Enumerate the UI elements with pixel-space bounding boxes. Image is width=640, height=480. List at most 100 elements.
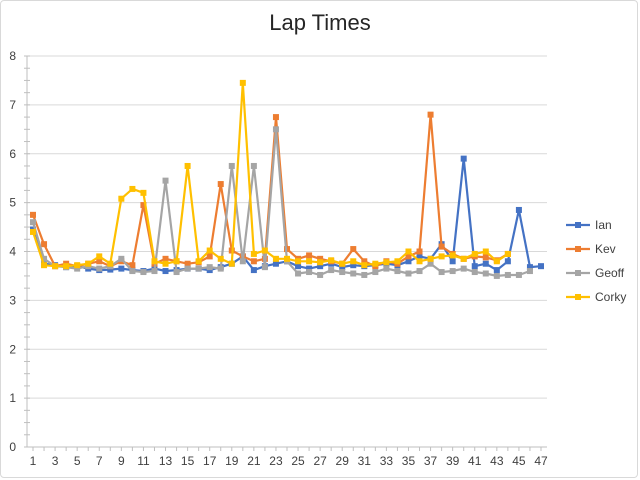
data-point: [339, 260, 346, 267]
data-point: [339, 269, 346, 276]
data-point: [74, 265, 81, 272]
data-point: [471, 269, 478, 276]
data-point: [306, 269, 313, 276]
data-point: [206, 264, 213, 271]
data-point: [372, 269, 379, 276]
data-point: [30, 211, 36, 218]
data-point: [460, 265, 467, 272]
data-point: [482, 260, 489, 267]
y-tick-label: 4: [9, 245, 16, 259]
data-point: [206, 253, 213, 260]
data-point: [449, 258, 456, 265]
data-point: [250, 267, 257, 274]
x-tick-label: 35: [402, 454, 416, 468]
data-point: [184, 162, 191, 169]
legend-label: Kev: [595, 242, 616, 256]
data-point: [295, 258, 302, 265]
data-point: [350, 258, 357, 265]
data-point: [493, 258, 500, 265]
data-point: [96, 258, 103, 265]
legend: Ian Kev Geoff Corky: [566, 218, 626, 304]
data-point: [482, 254, 489, 261]
legend-item-corky: Corky: [566, 290, 626, 304]
data-point: [41, 241, 48, 248]
data-point: [306, 258, 313, 265]
data-point: [52, 263, 59, 270]
data-point: [449, 252, 456, 259]
data-point: [416, 268, 423, 275]
x-tick-label: 47: [534, 454, 548, 468]
data-point: [85, 260, 92, 267]
data-point: [217, 255, 224, 262]
data-point: [438, 243, 445, 250]
x-tick-label: 39: [446, 454, 460, 468]
data-point: [162, 260, 169, 267]
data-point: [361, 271, 368, 278]
data-point: [206, 247, 213, 254]
data-point: [394, 268, 401, 275]
series-geoff: [30, 126, 533, 279]
data-point: [405, 253, 412, 260]
legend-label: Geoff: [595, 266, 625, 280]
gridlines: [27, 55, 547, 399]
data-point: [328, 267, 335, 274]
data-point: [118, 255, 125, 262]
x-tick-label: 43: [490, 454, 504, 468]
data-point: [118, 195, 125, 202]
data-point: [261, 247, 268, 254]
data-point: [195, 258, 202, 265]
data-point: [427, 260, 434, 267]
x-tick-label: 37: [424, 454, 438, 468]
data-point: [30, 228, 36, 235]
y-tick-label: 2: [9, 342, 16, 356]
y-tick-label: 0: [9, 440, 16, 454]
data-point: [471, 250, 478, 257]
data-point: [405, 248, 412, 255]
chart-title: Lap Times: [269, 10, 371, 35]
data-point: [140, 202, 147, 209]
x-tick-label: 1: [30, 454, 37, 468]
x-tick-label: 15: [181, 454, 195, 468]
data-point: [482, 248, 489, 255]
data-point: [504, 258, 511, 265]
data-point: [295, 263, 302, 270]
data-point: [427, 111, 434, 118]
data-point: [405, 270, 412, 277]
data-point: [350, 270, 357, 277]
data-point: [504, 250, 511, 257]
data-point: [184, 260, 191, 267]
data-point: [140, 269, 147, 276]
x-tick-label: 41: [468, 454, 482, 468]
x-tick-label: 11: [137, 454, 150, 468]
data-point: [129, 185, 136, 192]
x-tick-label: 17: [203, 454, 217, 468]
data-point: [272, 255, 279, 262]
y-tick-label: 5: [9, 196, 16, 210]
data-point: [515, 206, 522, 213]
data-point: [383, 265, 390, 272]
data-point: [151, 258, 158, 265]
legend-marker: [575, 270, 581, 276]
legend-marker: [575, 294, 581, 300]
data-point: [394, 258, 401, 265]
data-point: [504, 271, 511, 278]
y-tick-label: 1: [9, 391, 16, 405]
data-point: [162, 177, 169, 184]
data-point: [328, 257, 335, 264]
data-point: [41, 262, 48, 269]
series-lines: [30, 79, 544, 279]
x-tick-label: 33: [380, 454, 394, 468]
data-point: [361, 262, 368, 269]
legend-label: Corky: [595, 290, 626, 304]
data-point: [195, 265, 202, 272]
x-tick-label: 23: [269, 454, 283, 468]
data-point: [306, 252, 313, 259]
data-point: [129, 262, 136, 269]
x-tick-label: 25: [291, 454, 305, 468]
data-point: [317, 263, 324, 270]
data-point: [118, 265, 125, 272]
data-point: [173, 258, 180, 265]
data-point: [30, 219, 36, 226]
